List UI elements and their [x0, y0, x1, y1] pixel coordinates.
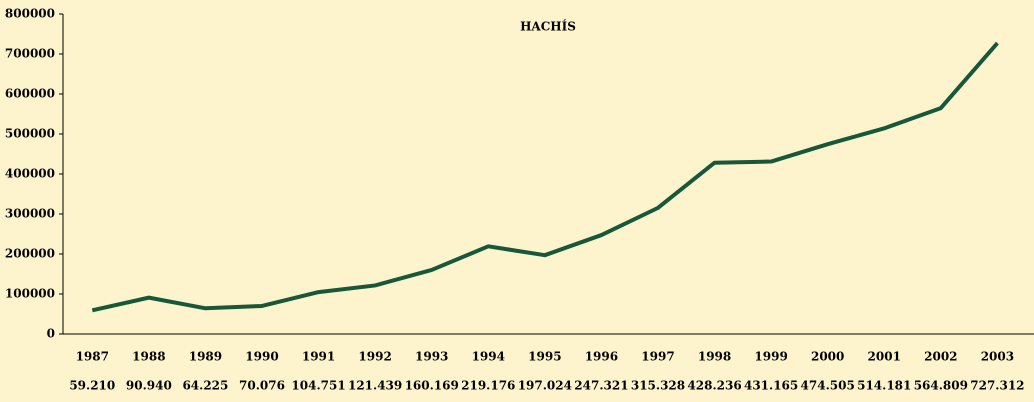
- data-label: 70.076: [239, 379, 285, 393]
- data-label: 474.505: [801, 379, 855, 393]
- data-label: 160.169: [405, 379, 459, 393]
- y-tick-label: 700000: [5, 47, 55, 61]
- line-series: [91, 41, 999, 313]
- x-tick-label: 2001: [868, 350, 901, 364]
- chart-title: HACHÍS: [520, 19, 576, 34]
- data-label: 219.176: [461, 379, 515, 393]
- data-label: 564.809: [914, 379, 968, 393]
- data-label: 197.024: [518, 379, 572, 393]
- y-tick-label: 500000: [5, 127, 55, 141]
- x-tick-label: 1988: [132, 350, 165, 364]
- data-label: 121.439: [348, 379, 402, 393]
- data-label: 727.312: [970, 379, 1024, 393]
- x-tick-label: 1998: [698, 350, 731, 364]
- y-tick-label: 300000: [5, 207, 55, 221]
- x-tick-label: 1993: [415, 350, 448, 364]
- data-label: 514.181: [857, 379, 911, 393]
- data-label: 64.225: [182, 379, 228, 393]
- x-tick-label: 1997: [641, 350, 674, 364]
- y-tick-label: 0: [47, 327, 55, 341]
- x-tick-label: 2002: [924, 350, 957, 364]
- x-tick-label: 1992: [358, 350, 391, 364]
- x-tick-label: 1990: [245, 350, 278, 364]
- x-tick-label: 1995: [528, 350, 561, 364]
- y-tick-label: 200000: [5, 247, 55, 261]
- y-tick-label: 100000: [5, 287, 55, 301]
- x-tick-label: 1999: [754, 350, 787, 364]
- x-tick-label: 1987: [76, 350, 109, 364]
- x-tick-label: 1994: [472, 350, 505, 364]
- y-tick-label: 400000: [5, 167, 55, 181]
- x-tick-label: 1991: [302, 350, 335, 364]
- data-label: 247.321: [574, 379, 628, 393]
- x-tick-label: 2000: [811, 350, 844, 364]
- x-tick-label: 2003: [981, 350, 1014, 364]
- y-tick-label: 800000: [5, 7, 55, 21]
- data-label: 428.236: [687, 379, 741, 393]
- x-tick-label: 1989: [189, 350, 222, 364]
- data-label: 431.165: [744, 379, 798, 393]
- data-label: 104.751: [291, 379, 345, 393]
- data-label: 90.940: [126, 379, 172, 393]
- data-label: 315.328: [631, 379, 685, 393]
- data-label: 59.210: [69, 379, 115, 393]
- y-tick-label: 600000: [5, 87, 55, 101]
- x-tick-label: 1996: [585, 350, 618, 364]
